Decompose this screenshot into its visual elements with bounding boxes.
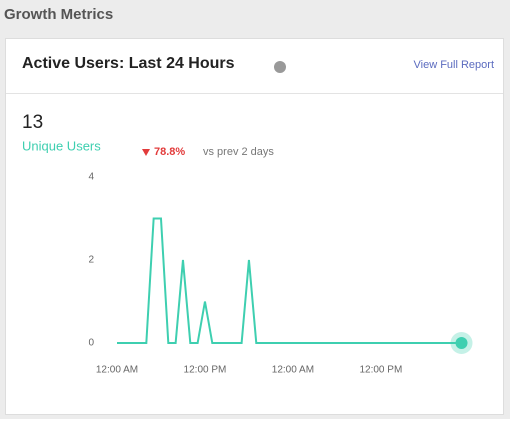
change-value: 78.8% <box>154 146 185 158</box>
end-dot <box>455 337 468 349</box>
card <box>5 38 504 415</box>
x-tick-label: 12:00 AM <box>96 365 138 376</box>
info-icon[interactable] <box>274 61 286 73</box>
y-tick-label: 0 <box>88 338 94 349</box>
down-icon <box>142 149 150 156</box>
x-tick-label: 12:00 PM <box>359 365 402 376</box>
change-note: vs prev 2 days <box>203 146 274 158</box>
card-title: Active Users: Last 24 Hours <box>22 55 235 72</box>
report-link[interactable]: View Full Report <box>414 59 495 71</box>
line <box>117 217 462 344</box>
x-tick-label: 12:00 PM <box>184 365 227 376</box>
metric-label: Unique Users <box>22 138 101 153</box>
section-title: Growth Metrics <box>4 6 113 23</box>
y-tick-label: 2 <box>88 255 94 266</box>
metric-value: 13 <box>22 112 43 133</box>
x-tick-label: 12:00 AM <box>272 365 314 376</box>
y-tick-label: 4 <box>88 172 94 183</box>
